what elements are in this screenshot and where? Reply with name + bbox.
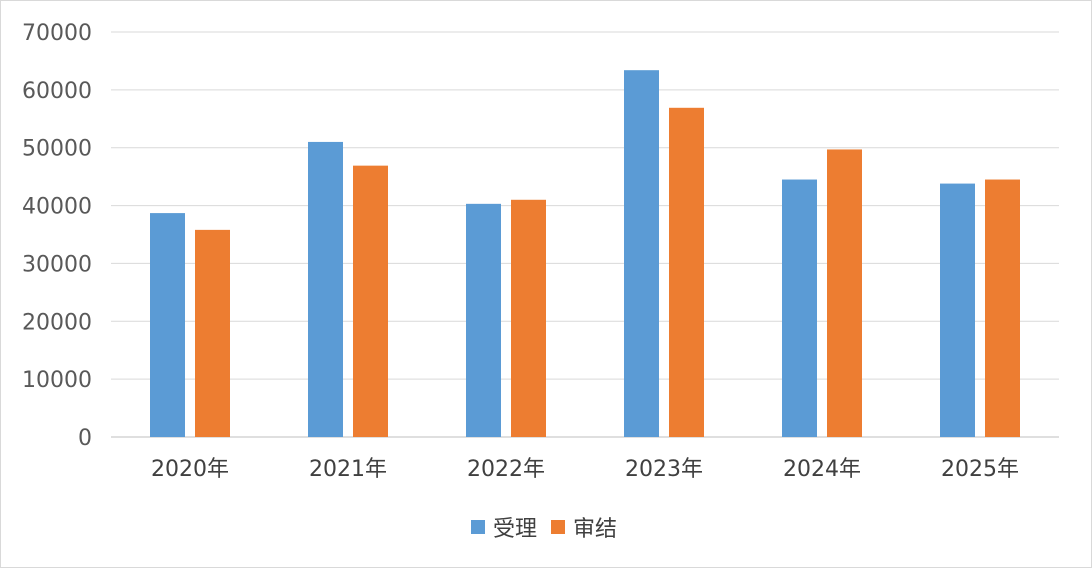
- bar-series-1: [940, 183, 975, 437]
- y-tick-label: 50000: [22, 137, 92, 162]
- legend-swatch: [471, 520, 485, 534]
- y-tick-label: 30000: [22, 252, 92, 277]
- bar-series-2: [827, 149, 862, 437]
- x-tick-label: 2023年: [625, 457, 703, 482]
- y-tick-label: 10000: [22, 368, 92, 393]
- bar-series-2: [353, 165, 388, 437]
- bar-series-1: [466, 203, 501, 437]
- bar-series-2: [669, 107, 704, 438]
- x-tick-label: 2024年: [783, 457, 861, 482]
- y-tick-label: 70000: [22, 21, 92, 46]
- bar-series-2: [511, 199, 546, 437]
- bar-series-1: [308, 141, 343, 437]
- y-tick-label: 60000: [22, 79, 92, 104]
- legend-swatch: [551, 520, 565, 534]
- x-tick-label: 2022年: [467, 457, 545, 482]
- y-tick-label: 0: [78, 426, 92, 451]
- y-tick-label: 20000: [22, 310, 92, 335]
- bar-series-2: [195, 229, 230, 437]
- x-tick-label: 2025年: [941, 457, 1019, 482]
- legend: 受理 审结: [471, 517, 617, 542]
- y-tick-label: 40000: [22, 195, 92, 220]
- x-axis-ticks: 2020年 2021年 2022年 2023年 2024年 2025年: [151, 457, 1019, 482]
- legend-label: 审结: [573, 517, 617, 542]
- bar-series-1: [150, 213, 185, 437]
- gridlines: [111, 31, 1059, 438]
- y-axis-ticks: 0 10000 20000 30000 40000 50000 60000 70000: [22, 21, 92, 451]
- x-tick-label: 2020年: [151, 457, 229, 482]
- bar-series-1: [782, 179, 817, 438]
- legend-label: 受理: [493, 517, 537, 542]
- bar-series-2: [985, 179, 1020, 438]
- bars: [150, 70, 1020, 438]
- x-tick-label: 2021年: [309, 457, 387, 482]
- bar-series-1: [624, 70, 659, 437]
